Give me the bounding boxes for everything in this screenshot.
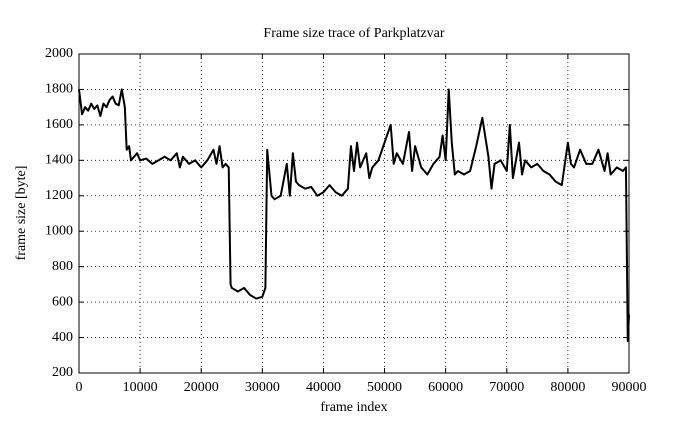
y-tick-label: 600 [52, 294, 73, 309]
y-tick-label: 1800 [45, 82, 73, 97]
plot-frame [78, 53, 630, 374]
y-tick-label: 1400 [45, 153, 73, 168]
y-tick-label: 1200 [45, 188, 73, 203]
y-tick-label: 800 [52, 259, 73, 274]
x-tick-label: 80000 [550, 380, 585, 395]
x-tick-label: 90000 [612, 380, 647, 395]
data-line [78, 88, 630, 343]
x-tick-label: 60000 [428, 380, 463, 395]
x-tick-label: 70000 [489, 380, 524, 395]
y-tick-label: 1000 [45, 223, 73, 238]
x-axis-label: frame index [320, 400, 387, 415]
x-tick-label: 10000 [123, 380, 158, 395]
y-tick-label: 2000 [45, 46, 73, 61]
chart-title: Frame size trace of Parkplatzvar [263, 26, 444, 41]
x-tick-label: 40000 [306, 380, 341, 395]
x-tick-label: 0 [76, 380, 83, 395]
x-tick-label: 30000 [245, 380, 280, 395]
y-tick-label: 400 [52, 330, 73, 345]
y-tick-label: 200 [52, 365, 73, 380]
x-tick-label: 20000 [184, 380, 219, 395]
y-axis-label: frame size [byte] [14, 166, 29, 261]
x-tick-label: 50000 [367, 380, 402, 395]
y-tick-label: 1600 [45, 117, 73, 132]
